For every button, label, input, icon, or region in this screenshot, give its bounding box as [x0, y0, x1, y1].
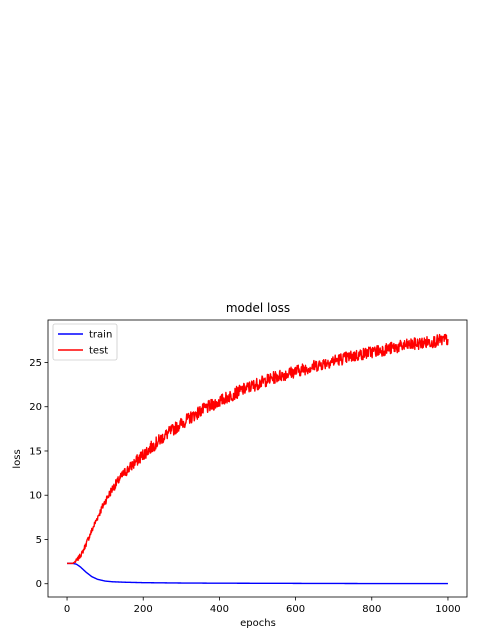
x-tick-label: 200	[134, 604, 153, 615]
legend-label-train: train	[89, 330, 112, 341]
y-tick-label: 5	[36, 535, 42, 546]
plot-frame	[47, 319, 468, 598]
y-tick-label: 10	[29, 491, 42, 502]
y-tick-label: 15	[29, 446, 42, 457]
series-line-train	[66, 562, 449, 585]
plot-area	[66, 333, 449, 585]
axis-ticks: 0 200 400 600 800 1000 0 5 10 15 20 25	[29, 358, 460, 615]
x-tick-label: 0	[64, 604, 70, 615]
legend-label-test: test	[89, 346, 108, 357]
x-tick-label: 800	[362, 604, 381, 615]
x-tick-label: 600	[286, 604, 305, 615]
legend-box	[52, 323, 118, 361]
y-tick-label: 20	[29, 402, 42, 413]
x-axis-label: epochs	[240, 618, 276, 629]
y-axis-label: loss	[12, 449, 23, 468]
series-line-test	[66, 333, 449, 565]
x-tick-label: 1000	[435, 604, 460, 615]
legend: train test	[52, 323, 118, 361]
y-tick-label: 25	[29, 358, 42, 369]
y-tick-label: 0	[36, 579, 42, 590]
x-tick-label: 400	[210, 604, 229, 615]
chart-title: model loss	[226, 301, 290, 315]
